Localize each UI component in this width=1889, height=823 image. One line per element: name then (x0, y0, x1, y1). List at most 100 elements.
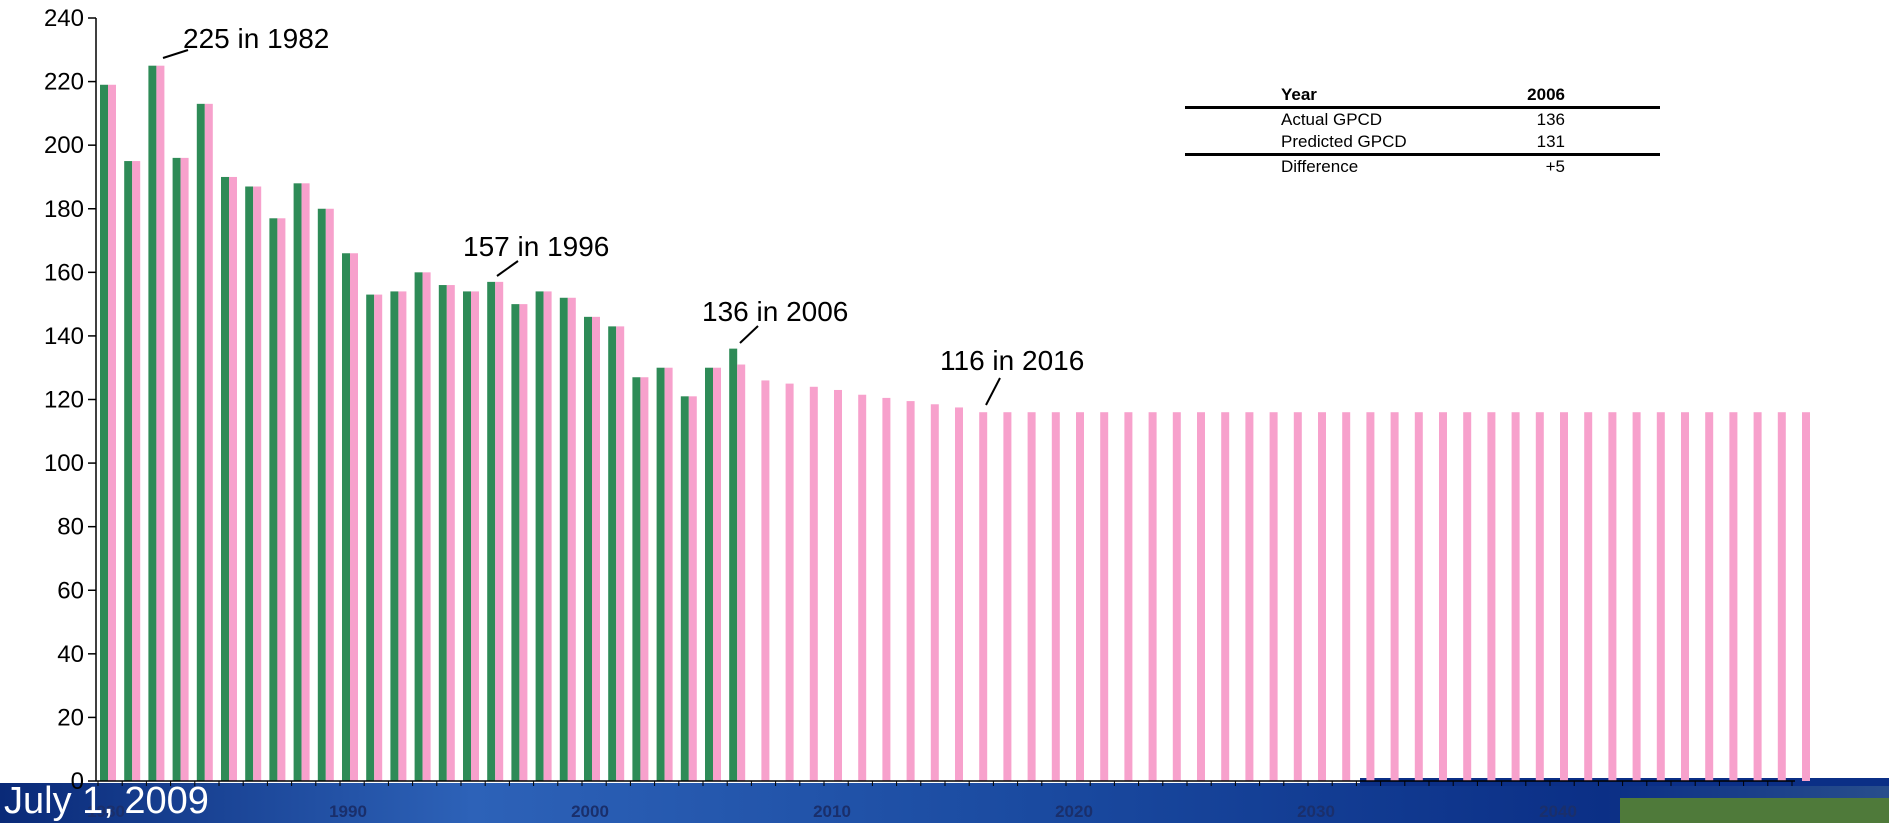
bar-actual (729, 348, 738, 781)
y-tick-label: 240 (44, 5, 84, 32)
bar-predicted (1777, 412, 1786, 781)
bar-predicted (180, 157, 189, 782)
bar-predicted (761, 380, 770, 781)
bar-predicted (1560, 412, 1568, 781)
y-tick-label: 20 (57, 704, 84, 731)
bar-predicted (1487, 412, 1496, 781)
bar-predicted (132, 161, 141, 781)
table-spacer (1185, 84, 1281, 109)
bar-predicted (446, 285, 455, 781)
annotation-leader (985, 377, 1001, 406)
x-tick-label: 2000 (571, 802, 609, 821)
bar-predicted (616, 326, 625, 781)
y-tick-label: 120 (44, 387, 84, 414)
bar-predicted (664, 367, 673, 781)
bar-actual (584, 316, 592, 781)
bar-actual (535, 291, 544, 781)
annotation-leader (162, 49, 189, 59)
bar-actual (511, 304, 520, 781)
bar-predicted (1148, 412, 1157, 781)
bar-predicted (229, 176, 237, 782)
bar-actual (680, 396, 689, 781)
bar-actual (366, 294, 375, 781)
bar-actual (269, 218, 278, 782)
bar-predicted (1656, 412, 1665, 781)
x-tick-label: 1990 (329, 802, 367, 821)
y-tick-label: 60 (57, 577, 84, 604)
bar-actual (245, 186, 254, 781)
footer-banner-strip (1360, 778, 1889, 786)
y-tick-label: 0 (71, 768, 84, 795)
bar-predicted (1293, 412, 1302, 781)
bar-predicted (955, 407, 963, 781)
bar-predicted (253, 186, 262, 781)
bar-predicted (906, 401, 915, 781)
bar-predicted (713, 367, 721, 781)
bar-predicted (1681, 412, 1689, 781)
table-row-label: Predicted GPCD (1281, 131, 1466, 156)
bar-predicted (640, 377, 649, 781)
annotation-label: 225 in 1982 (183, 23, 329, 54)
bar-predicted (979, 412, 988, 781)
annotation-label: 157 in 1996 (463, 231, 609, 262)
bar-predicted (301, 183, 310, 782)
bar-predicted (882, 397, 891, 781)
bar-predicted (567, 297, 576, 781)
bar-predicted (204, 103, 213, 781)
bar-predicted (1511, 412, 1520, 781)
y-tick-label: 140 (44, 323, 84, 350)
table-row-label: Actual GPCD (1281, 110, 1383, 129)
bar-predicted (1003, 412, 1012, 781)
bar-predicted (471, 291, 479, 781)
y-tick-label: 40 (57, 641, 84, 668)
bar-predicted (1802, 412, 1810, 781)
bar-predicted (1414, 412, 1423, 781)
x-tick-label: 2030 (1297, 802, 1335, 821)
bar-predicted (1705, 412, 1714, 781)
x-tick-label: 2010 (813, 802, 851, 821)
bar-predicted (858, 394, 867, 781)
table-row-actual: Actual GPCD 136 (1185, 108, 1660, 132)
bar-actual (293, 183, 302, 782)
bar-predicted (519, 304, 528, 781)
footer-banner (0, 783, 1889, 823)
table-row-predicted: Predicted GPCD 131 (1185, 131, 1660, 156)
footer-date: July 1, 2009 (4, 780, 209, 822)
bar-predicted (592, 316, 600, 781)
bar-actual (463, 291, 471, 781)
bars-group (100, 65, 1810, 782)
y-tick-label: 160 (44, 259, 84, 286)
table-header-value: 2006 (1465, 84, 1660, 109)
bar-predicted (495, 281, 504, 781)
bar-predicted (1535, 412, 1544, 781)
bar-predicted (1318, 412, 1326, 781)
table-row-value: 131 (1465, 131, 1660, 156)
bar-predicted (1729, 412, 1738, 781)
bar-predicted (1753, 412, 1762, 781)
bar-actual (414, 272, 423, 781)
x-tick-label: 2020 (1055, 802, 1093, 821)
annotation-label: 116 in 2016 (940, 345, 1084, 376)
bar-actual (100, 84, 108, 781)
bar-predicted (1100, 412, 1109, 781)
footer-banner-landscape (1620, 798, 1889, 823)
x-tick-label: 1980 (87, 802, 125, 821)
y-tick-label: 200 (44, 132, 84, 159)
bar-actual (196, 103, 205, 781)
y-tick-label: 180 (44, 196, 84, 223)
bar-predicted (1632, 412, 1641, 781)
table-row-difference: Difference +5 (1185, 155, 1660, 179)
bar-actual (221, 176, 229, 782)
table-row-value: 136 (1536, 110, 1565, 129)
bar-actual (390, 291, 399, 781)
bar-predicted (1366, 412, 1375, 781)
bar-predicted (325, 208, 334, 781)
bar-predicted (350, 253, 358, 782)
bar-actual (172, 157, 181, 782)
bar-predicted (930, 404, 939, 781)
x-tick-label: 2040 (1539, 802, 1577, 821)
bar-predicted (1051, 412, 1060, 781)
bar-predicted (1584, 412, 1593, 781)
